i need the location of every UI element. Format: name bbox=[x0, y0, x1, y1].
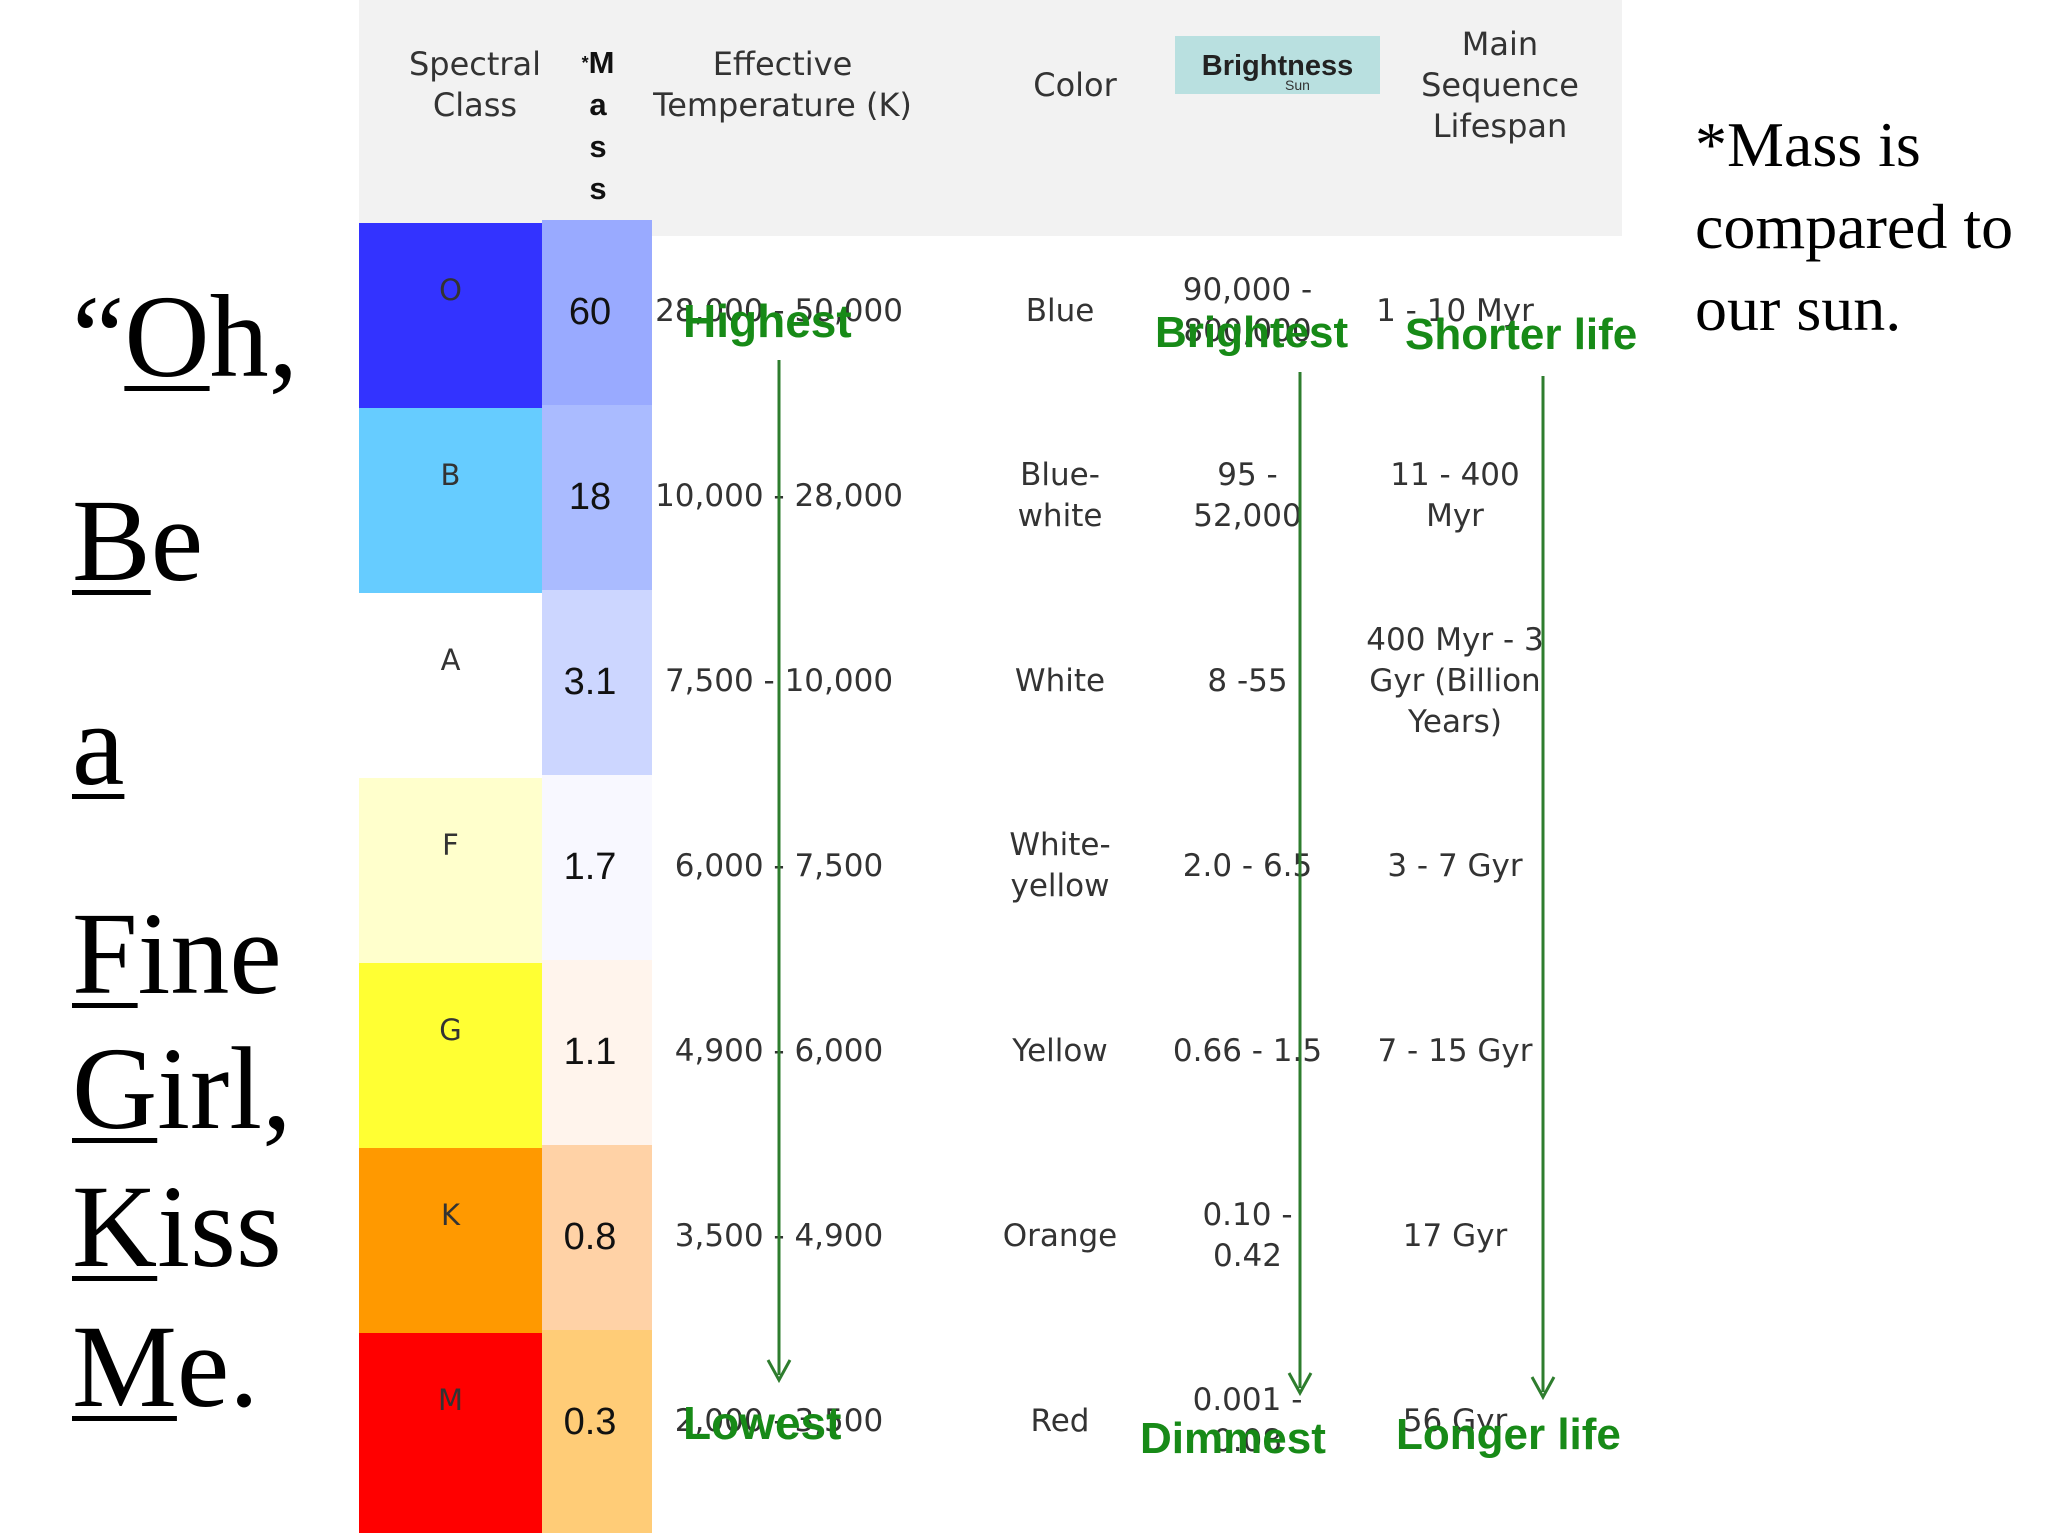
lifespan-cell: 56 Gyr bbox=[1402, 1402, 1508, 1439]
mass-value: 0.8 bbox=[563, 1216, 617, 1258]
header-brightness: Brightness Sun bbox=[1175, 36, 1380, 94]
mass-value: 60 bbox=[568, 291, 612, 333]
mnemonic-initial-m: M bbox=[72, 1301, 177, 1432]
mass-footnote: *Mass is compared to our sun. bbox=[1695, 109, 2014, 344]
mass-value: 18 bbox=[568, 476, 612, 518]
mnemonic-line-kiss: Kiss bbox=[72, 1168, 282, 1286]
temperature-arrow bbox=[766, 360, 792, 1384]
brightness-arrow bbox=[1287, 372, 1313, 1397]
brightness-cell: 0.001 - 0.08 bbox=[1192, 1382, 1303, 1459]
color-cell: Blue-white bbox=[1017, 457, 1103, 534]
mnemonic-rest: iss bbox=[157, 1161, 282, 1292]
brightness-subscript: Sun bbox=[1285, 77, 1310, 93]
brightness-cell: 0.66 - 1.5 bbox=[1172, 1032, 1323, 1069]
label-dimmest: Dimmest bbox=[1140, 1414, 1326, 1463]
brightness-cell: 8 -55 bbox=[1207, 662, 1288, 699]
mass-letter: M bbox=[588, 45, 615, 80]
brightness-cell: 90,000 - 800,000 bbox=[1182, 272, 1313, 349]
lifespan-arrow bbox=[1530, 376, 1556, 1401]
color-cell: White bbox=[1014, 662, 1106, 699]
spectral-swatch bbox=[359, 1148, 542, 1333]
mnemonic-rest: irl, bbox=[157, 1023, 292, 1154]
mass-letter: a bbox=[589, 87, 607, 122]
color-cell: Orange bbox=[1002, 1217, 1118, 1254]
mass-value: 1.1 bbox=[563, 1031, 617, 1073]
spectral-class-letter: K bbox=[440, 1198, 461, 1232]
mass-asterisk: * bbox=[581, 53, 589, 73]
spectral-class-letter: M bbox=[437, 1383, 464, 1417]
header-spectral-class: Spectral Class bbox=[408, 45, 542, 124]
brightness-cell: 95 - 52,000 bbox=[1193, 457, 1302, 534]
mnemonic-line-fine: Fine bbox=[72, 895, 282, 1013]
color-cell: Yellow bbox=[1012, 1032, 1108, 1069]
mnemonic-initial-a: a bbox=[72, 679, 125, 810]
spectral-class-letter: A bbox=[440, 643, 461, 677]
mass-value: 1.7 bbox=[563, 846, 617, 888]
mnemonic-quote: “ bbox=[72, 271, 125, 402]
table-header bbox=[359, 0, 1622, 236]
mnemonic-line-a: a bbox=[72, 686, 124, 804]
mass-letter: s bbox=[589, 171, 607, 206]
label-longer-life: Longer life bbox=[1396, 1410, 1621, 1459]
color-cell: Blue bbox=[1025, 292, 1095, 329]
mass-cell-bg bbox=[542, 960, 652, 1148]
label-lowest-temperature: Lowest bbox=[683, 1397, 842, 1449]
mnemonic-initial-g: G bbox=[72, 1023, 158, 1154]
mass-value: 0.3 bbox=[563, 1401, 617, 1443]
header-mass: *M a s s bbox=[575, 42, 621, 210]
mass-cell-bg bbox=[542, 1145, 652, 1333]
mnemonic-line-girl: Girl, bbox=[72, 1030, 292, 1148]
lifespan-cell: 3 - 7 Gyr bbox=[1387, 847, 1523, 884]
spectral-swatch bbox=[359, 223, 542, 408]
mass-cell-bg bbox=[542, 775, 652, 963]
mass-letter: s bbox=[589, 129, 607, 164]
temperature-cell: 2,000 - 3,500 bbox=[674, 1402, 884, 1439]
color-cell: Red bbox=[1030, 1402, 1090, 1439]
lifespan-cell: 17 Gyr bbox=[1402, 1217, 1508, 1254]
mnemonic-initial-o: O bbox=[124, 271, 210, 402]
spectral-class-letter: B bbox=[440, 458, 461, 492]
spectral-class-letter: F bbox=[442, 828, 459, 862]
mnemonic-rest: e. bbox=[176, 1301, 259, 1432]
temperature-cell: 28,000 - 50,000 bbox=[655, 292, 903, 329]
header-color: Color bbox=[1033, 66, 1117, 104]
mass-cell-bg bbox=[542, 405, 652, 593]
mass-cell-bg bbox=[542, 590, 652, 778]
mnemonic-line-be: Be bbox=[72, 482, 203, 600]
spectral-swatch bbox=[359, 408, 542, 593]
mass-value: 3.1 bbox=[563, 661, 617, 703]
lifespan-cell: 11 - 400 Myr bbox=[1390, 457, 1520, 534]
spectral-swatch bbox=[359, 1333, 542, 1533]
lifespan-cell: 400 Myr - 3 Gyr (Billion Years) bbox=[1366, 621, 1544, 740]
mass-cell-bg bbox=[542, 1330, 652, 1533]
color-cell: White-yellow bbox=[1009, 827, 1111, 904]
mnemonic-line-me: Me. bbox=[72, 1308, 259, 1426]
mnemonic-initial-f: F bbox=[72, 888, 138, 1019]
lifespan-cell: 1 - 10 Myr bbox=[1376, 292, 1534, 329]
spectral-swatch bbox=[359, 778, 542, 963]
header-effective-temperature: Effective Temperature (K) bbox=[653, 45, 912, 124]
header-lifespan: Main Sequence Lifespan bbox=[1421, 25, 1579, 145]
mnemonic-rest: h, bbox=[209, 271, 299, 402]
brightness-cell: 2.0 - 6.5 bbox=[1182, 847, 1313, 884]
mnemonic-line-oh: “Oh, bbox=[72, 278, 298, 396]
spectral-class-letter: G bbox=[439, 1013, 462, 1047]
spectral-class-letter: O bbox=[439, 273, 462, 307]
mnemonic-rest: e bbox=[150, 475, 204, 606]
label-highest-temperature: Highest bbox=[683, 295, 852, 347]
mnemonic-rest: ine bbox=[137, 888, 282, 1019]
spectral-swatch bbox=[359, 593, 542, 778]
lifespan-cell: 7 - 15 Gyr bbox=[1377, 1032, 1533, 1069]
mass-cell-bg bbox=[542, 220, 652, 408]
label-shorter-life: Shorter life bbox=[1405, 310, 1638, 359]
mnemonic-initial-b: B bbox=[72, 475, 151, 606]
label-brightest: Brightest bbox=[1155, 308, 1349, 357]
spectral-swatch bbox=[359, 963, 542, 1148]
mnemonic-initial-k: K bbox=[72, 1161, 158, 1292]
brightness-cell: 0.10 - 0.42 bbox=[1202, 1197, 1293, 1274]
